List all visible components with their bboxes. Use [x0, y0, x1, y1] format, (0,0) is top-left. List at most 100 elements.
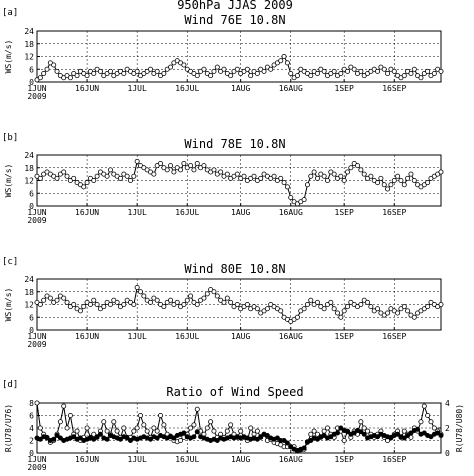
data-point — [328, 299, 334, 305]
x-tick-label: 16JUL — [175, 84, 199, 93]
data-point — [97, 431, 103, 437]
y-tick-label: 18 — [24, 288, 34, 297]
x-tick-label: 16AUG — [279, 332, 303, 341]
data-point — [148, 66, 154, 72]
data-point — [341, 437, 347, 443]
data-point — [405, 175, 411, 181]
data-point — [41, 71, 47, 77]
data-point — [124, 435, 130, 441]
data-point — [178, 167, 184, 173]
data-point — [261, 68, 267, 74]
data-point — [91, 177, 97, 183]
data-point — [308, 437, 314, 443]
data-point — [94, 173, 100, 179]
data-point — [425, 180, 431, 186]
data-point — [228, 422, 234, 428]
x-tick-label: 1JUL — [128, 455, 147, 464]
data-point — [174, 299, 180, 305]
data-point — [314, 71, 320, 77]
data-point — [54, 68, 60, 74]
data-point — [314, 299, 320, 305]
data-point — [334, 430, 340, 436]
data-point — [401, 73, 407, 79]
y-right-tick-label: 2 — [445, 424, 450, 433]
data-point — [67, 412, 73, 418]
data-point — [208, 73, 214, 79]
data-point — [104, 428, 110, 434]
data-point — [288, 71, 294, 77]
data-point — [218, 169, 224, 175]
y-tick-label: 12 — [24, 53, 34, 62]
data-point — [348, 165, 354, 171]
data-point — [171, 169, 177, 175]
x-tick-label: 16SEP — [382, 208, 406, 217]
panel-title: Ratio of Wind Speed — [166, 385, 303, 399]
data-point — [104, 436, 110, 442]
data-point — [188, 425, 194, 431]
x-tick-label: 16JUN — [75, 208, 99, 217]
data-point — [57, 419, 63, 425]
y-tick-label: 4 — [29, 424, 34, 433]
data-point — [194, 301, 200, 307]
data-point — [117, 175, 123, 181]
data-point — [345, 304, 351, 310]
data-point — [107, 167, 113, 173]
data-point — [204, 425, 210, 431]
data-point — [61, 295, 67, 301]
panel-title: Wind 80E 10.8N — [184, 262, 285, 276]
data-point — [208, 419, 214, 425]
x-year-label: 2009 — [27, 92, 46, 101]
data-point — [114, 299, 120, 305]
data-point — [281, 54, 287, 60]
data-point — [94, 434, 100, 440]
panel-title: Wind 76E 10.8N — [184, 13, 285, 27]
x-tick-label: 1AUG — [231, 332, 250, 341]
data-point — [181, 160, 187, 166]
data-point — [308, 173, 314, 179]
data-point — [381, 66, 387, 72]
panel-a: [a] Wind 76E 10.8N 0 6 12 18 24 WS(m/s) 1JUN 16JU… — [2, 8, 444, 101]
data-point — [234, 171, 240, 177]
data-point — [201, 163, 207, 169]
data-point — [37, 425, 43, 431]
data-point — [91, 71, 97, 77]
data-point — [158, 160, 164, 166]
data-point — [365, 428, 371, 434]
x-tick-label: 16AUG — [279, 208, 303, 217]
x-tick-label: 16SEP — [382, 332, 406, 341]
data-point — [438, 169, 444, 175]
data-point — [248, 425, 254, 431]
data-point — [375, 68, 381, 74]
data-point — [405, 432, 411, 438]
y-tick-label: 12 — [24, 177, 34, 186]
data-point — [188, 293, 194, 299]
data-point — [301, 445, 307, 451]
y-tick-label: 24 — [24, 27, 34, 36]
data-point — [321, 306, 327, 312]
data-point — [331, 68, 337, 74]
data-point — [314, 436, 320, 442]
x-tick-label: 16JUN — [75, 84, 99, 93]
data-point — [308, 297, 314, 303]
data-point — [411, 66, 417, 72]
data-point — [328, 434, 334, 440]
data-point — [121, 425, 127, 431]
data-point — [258, 434, 264, 440]
data-point — [341, 308, 347, 314]
data-point — [411, 177, 417, 183]
data-point — [117, 436, 123, 442]
data-point — [97, 68, 103, 74]
data-point — [324, 425, 330, 431]
data-point — [431, 71, 437, 77]
x-tick-label: 1SEP — [335, 455, 354, 464]
data-point — [44, 66, 50, 72]
data-point — [254, 71, 260, 77]
series-1 — [34, 425, 444, 453]
data-point — [385, 310, 391, 316]
data-point — [378, 175, 384, 181]
data-point — [401, 304, 407, 310]
data-point — [274, 435, 280, 441]
data-point — [395, 173, 401, 179]
data-point — [361, 431, 367, 437]
